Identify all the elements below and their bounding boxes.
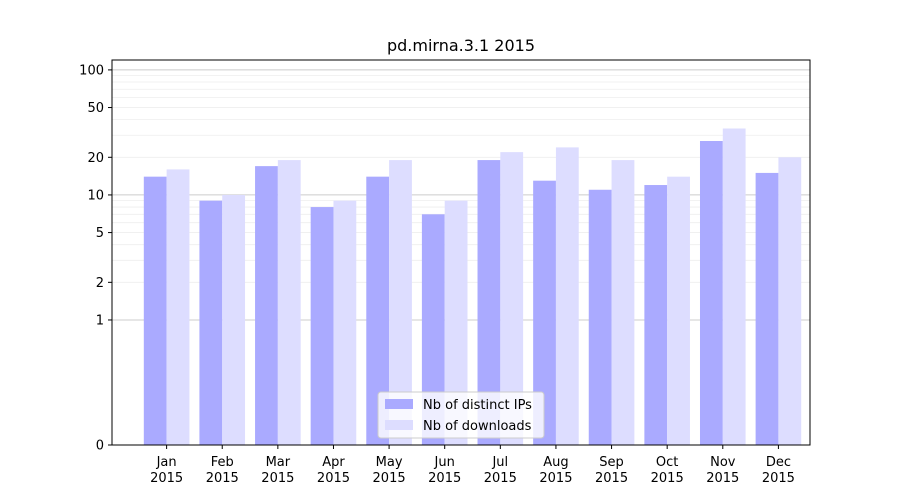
x-tick-label-year: 2015 — [762, 471, 795, 486]
x-tick-label-year: 2015 — [539, 471, 572, 486]
bar-distinct-ips — [699, 140, 723, 445]
x-tick-label-year: 2015 — [651, 471, 684, 486]
x-tick-label-month: Oct — [656, 455, 678, 470]
bar-downloads — [722, 128, 746, 445]
x-tick-label-month: Jul — [491, 455, 508, 470]
x-tick-label-year: 2015 — [261, 471, 294, 486]
bar-downloads — [277, 160, 301, 445]
bar-downloads — [166, 169, 190, 445]
y-tick-label: 5 — [96, 226, 104, 241]
x-tick-label-month: Apr — [322, 455, 345, 470]
x-tick-label-year: 2015 — [150, 471, 183, 486]
x-tick-label-year: 2015 — [706, 471, 739, 486]
y-tick-label: 50 — [87, 101, 104, 116]
legend-label-downloads: Nb of downloads — [423, 419, 532, 434]
bar-distinct-ips — [199, 200, 223, 445]
x-tick-label-year: 2015 — [595, 471, 628, 486]
bar-distinct-ips — [588, 189, 612, 445]
bar-downloads — [389, 160, 412, 445]
bar-distinct-ips — [310, 207, 334, 445]
y-tick-label: 100 — [79, 63, 104, 78]
bar-distinct-ips — [477, 160, 501, 445]
bar-distinct-ips — [255, 166, 278, 445]
legend-swatch-distinct-ips — [385, 399, 413, 409]
bars — [143, 128, 802, 446]
x-tick-label-month: Mar — [266, 455, 291, 470]
y-axis: 0 1 2 5 10 20 50 100 — [79, 63, 112, 454]
bar-downloads — [778, 157, 802, 445]
x-tick-label-month: Sep — [599, 455, 624, 470]
bar-distinct-ips — [644, 185, 668, 445]
bar-downloads — [667, 176, 690, 445]
bar-distinct-ips — [755, 172, 779, 445]
x-tick-label-month: Nov — [710, 455, 736, 470]
x-tick-label-month: Jan — [156, 455, 177, 470]
legend-swatch-downloads — [385, 420, 413, 430]
x-tick-label-month: Dec — [766, 455, 791, 470]
x-tick-label-month: Aug — [543, 455, 568, 470]
legend-label-distinct-ips: Nb of distinct IPs — [423, 398, 532, 413]
x-tick-label-month: Jun — [434, 455, 455, 470]
plot-frame — [111, 59, 811, 446]
y-tick-label: 10 — [87, 188, 104, 203]
x-tick-label-month: Feb — [211, 455, 234, 470]
x-tick-label-year: 2015 — [373, 471, 406, 486]
bar-distinct-ips — [533, 180, 556, 445]
bar-distinct-ips — [366, 176, 390, 445]
x-tick-label-year: 2015 — [428, 471, 461, 486]
bar-distinct-ips — [143, 176, 167, 445]
legend: Nb of distinct IPs Nb of downloads — [377, 391, 545, 439]
bar-downloads — [500, 152, 524, 445]
bar-downloads — [555, 147, 579, 446]
x-tick-label-month: May — [376, 455, 403, 470]
chart-title: pd.mirna.3.1 2015 — [387, 36, 535, 55]
y-tick-label: 20 — [87, 151, 104, 166]
bar-downloads — [611, 160, 635, 445]
x-tick-label-year: 2015 — [317, 471, 350, 486]
x-tick-label-year: 2015 — [484, 471, 517, 486]
x-tick-label-year: 2015 — [206, 471, 239, 486]
bar-downloads — [222, 194, 246, 445]
bar-distinct-ips — [421, 214, 445, 445]
x-axis: Jan2015Feb2015Mar2015Apr2015May2015Jun20… — [150, 445, 795, 486]
y-tick-label: 2 — [96, 276, 104, 291]
bar-downloads — [333, 200, 357, 445]
y-tick-label: 1 — [96, 313, 104, 328]
y-tick-label: 0 — [96, 439, 104, 454]
legend-box — [377, 391, 545, 439]
bar-downloads — [444, 200, 468, 445]
